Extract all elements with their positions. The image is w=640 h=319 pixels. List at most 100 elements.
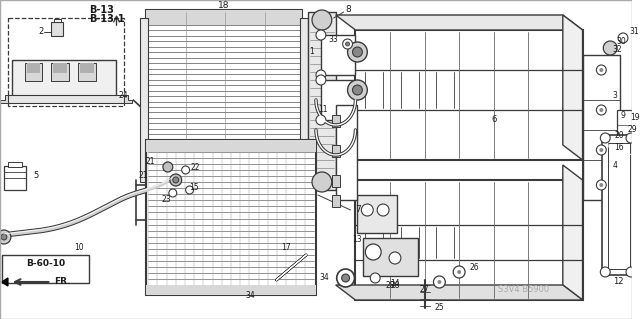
Circle shape	[626, 133, 636, 143]
Circle shape	[599, 108, 604, 112]
Text: 14: 14	[390, 278, 400, 287]
Bar	[27, 63, 40, 73]
Circle shape	[596, 145, 606, 155]
Text: B-60-10: B-60-10	[26, 259, 65, 269]
Bar	[25, 63, 42, 81]
Bar	[146, 10, 302, 190]
Bar	[51, 63, 69, 81]
Bar	[146, 140, 316, 152]
Bar	[336, 105, 357, 200]
Circle shape	[457, 270, 461, 274]
Polygon shape	[336, 285, 582, 300]
Text: 15: 15	[189, 183, 198, 192]
Text: FR.: FR.	[54, 278, 71, 286]
Bar	[2, 255, 89, 283]
Bar	[146, 178, 302, 190]
Text: 23: 23	[161, 196, 171, 204]
Text: 12: 12	[613, 278, 623, 286]
Text: 13: 13	[353, 235, 362, 244]
Bar	[332, 145, 340, 157]
Circle shape	[163, 162, 173, 172]
Circle shape	[377, 204, 389, 216]
Text: 33: 33	[328, 35, 338, 44]
Circle shape	[170, 174, 182, 186]
Bar	[12, 60, 116, 100]
Bar	[8, 162, 22, 167]
Text: 2: 2	[38, 27, 44, 36]
Text: 8: 8	[346, 5, 351, 14]
Bar	[608, 143, 630, 269]
Text: 31: 31	[629, 27, 639, 36]
Circle shape	[599, 183, 604, 187]
Bar	[53, 63, 67, 73]
Text: 20: 20	[614, 130, 624, 139]
Circle shape	[0, 230, 11, 244]
Text: 16: 16	[614, 144, 624, 152]
Circle shape	[169, 189, 177, 197]
Circle shape	[186, 186, 193, 194]
Polygon shape	[563, 15, 582, 160]
Circle shape	[316, 115, 326, 125]
Circle shape	[353, 47, 362, 57]
Bar	[602, 135, 634, 275]
Text: 19: 19	[630, 114, 639, 122]
Text: 28: 28	[390, 280, 399, 290]
Text: 17: 17	[282, 243, 291, 253]
Text: B-13: B-13	[89, 5, 114, 15]
Text: 3: 3	[612, 91, 617, 100]
Bar	[332, 175, 340, 187]
Bar	[300, 18, 308, 182]
Polygon shape	[2, 278, 8, 286]
Circle shape	[596, 105, 606, 115]
Polygon shape	[336, 15, 582, 30]
Bar	[364, 238, 418, 276]
Circle shape	[1, 234, 7, 240]
Bar	[140, 18, 148, 182]
Bar	[8, 18, 124, 106]
Bar	[332, 115, 340, 127]
Text: 28: 28	[385, 280, 395, 290]
Circle shape	[371, 273, 380, 283]
Bar	[332, 195, 340, 207]
Text: 34: 34	[319, 273, 329, 283]
Text: 18: 18	[218, 2, 230, 11]
Circle shape	[342, 274, 349, 282]
Text: 10: 10	[74, 243, 84, 253]
Bar	[78, 63, 96, 81]
Polygon shape	[124, 95, 132, 103]
Circle shape	[599, 148, 604, 152]
Circle shape	[433, 276, 445, 288]
Polygon shape	[563, 165, 582, 300]
Circle shape	[348, 42, 367, 62]
Bar	[308, 12, 336, 190]
Text: 9: 9	[620, 110, 625, 120]
Bar	[355, 180, 582, 300]
Circle shape	[353, 85, 362, 95]
Text: 5: 5	[33, 170, 38, 180]
Circle shape	[600, 133, 610, 143]
Circle shape	[362, 204, 373, 216]
Text: 34: 34	[245, 291, 255, 300]
Polygon shape	[0, 95, 8, 103]
Text: 25: 25	[435, 303, 444, 313]
Circle shape	[348, 80, 367, 100]
Text: 21: 21	[138, 170, 148, 180]
Circle shape	[316, 70, 326, 80]
Text: 4: 4	[612, 160, 617, 169]
Circle shape	[626, 267, 636, 277]
Bar	[146, 285, 316, 295]
Text: 22: 22	[191, 164, 200, 173]
Circle shape	[346, 42, 349, 46]
Circle shape	[596, 65, 606, 75]
Circle shape	[337, 269, 355, 287]
Text: 29: 29	[628, 125, 637, 135]
Bar	[321, 35, 355, 75]
Bar	[146, 140, 316, 295]
Text: 26: 26	[469, 263, 479, 272]
Text: 27: 27	[420, 286, 429, 294]
Bar	[80, 63, 94, 73]
Bar	[355, 30, 582, 160]
Text: 24: 24	[119, 91, 129, 100]
Circle shape	[365, 244, 381, 260]
Circle shape	[618, 33, 628, 43]
